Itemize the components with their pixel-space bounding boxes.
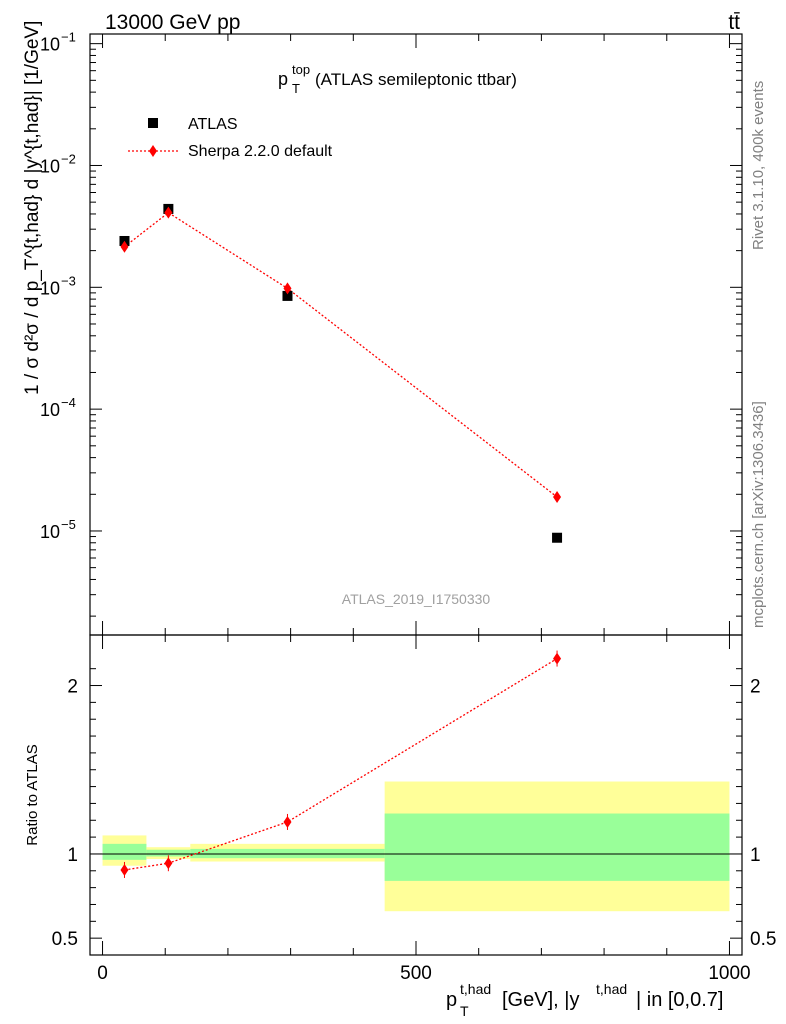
ratio-y-tick-label: 0.5 — [52, 929, 78, 950]
main-y-tick-label: 10 — [40, 156, 60, 176]
ratio-sherpa-point — [120, 863, 129, 876]
main-y-tick-exponent: −2 — [61, 151, 76, 166]
ratio-sherpa-point — [553, 652, 562, 665]
ratio-ticks: 0.5 0.5 1 1 2 2 0 500 1000 — [52, 635, 776, 984]
ratio-inner-band — [102, 843, 147, 860]
ratio-sherpa-line — [124, 658, 558, 871]
atlas-point — [282, 290, 293, 301]
plot-title-rest: (ATLAS semileptonic ttbar) — [315, 70, 517, 89]
ratio-sherpa-point — [283, 815, 292, 828]
sherpa-line — [124, 211, 558, 498]
x-label-tail: | in [0,0.7] — [636, 989, 723, 1011]
ratio-inner-band — [146, 849, 191, 857]
x-label-sup2: t,had — [596, 981, 627, 997]
prediction-line — [124, 211, 558, 498]
plot-title: p — [278, 69, 288, 89]
ratio-y-tick-label: 1 — [67, 845, 78, 866]
ratio-inner-band — [384, 813, 730, 881]
analysis-id: ATLAS_2019_I1750330 — [342, 591, 491, 607]
ratio-prediction-line — [124, 658, 558, 871]
main-y-tick-label: 10 — [40, 278, 60, 298]
legend-sherpa-marker — [149, 145, 157, 157]
x-label-sub: T — [460, 1003, 469, 1019]
source-info: mcplots.cern.ch [arXiv:1306.3436] — [750, 401, 767, 628]
main-y-tick-label: 10 — [40, 400, 60, 420]
main-y-tick-label: 10 — [40, 522, 60, 542]
main-y-tick-label: 10 — [40, 35, 60, 55]
sherpa-point — [164, 206, 173, 219]
plot-title-sub: T — [292, 81, 300, 96]
ratio-panel: 0.5 0.5 1 1 2 2 0 500 1000 — [52, 634, 776, 984]
x-tick-label: 1000 — [708, 963, 750, 984]
main-y-tick-exponent: −3 — [61, 273, 76, 288]
plot-title-sup: top — [292, 62, 310, 77]
ratio-y-tick-label-right: 1 — [750, 845, 761, 866]
x-axis-label: p t,had T [GeV], |y t,had | in [0,0.7] — [446, 981, 723, 1019]
ratio-uncertainty-bands — [102, 781, 730, 912]
legend-atlas-label: ATLAS — [188, 116, 238, 133]
main-data-points — [119, 203, 563, 543]
sherpa-point — [553, 491, 562, 504]
x-label-main: p — [446, 989, 457, 1011]
sherpa-point — [283, 282, 292, 295]
main-y-axis-label: 1 / σ d²σ / d p_T^{t,had} d |y^{t,had}| … — [22, 21, 43, 395]
x-tick-label: 0 — [97, 963, 108, 984]
ratio-y-tick-label: 2 — [67, 677, 78, 698]
ratio-y-tick-label-right: 0.5 — [750, 929, 776, 950]
ratio-data-points — [120, 650, 562, 878]
final-state-label: tt̄ — [728, 11, 740, 34]
plot-title-main: p — [278, 69, 288, 89]
ratio-frame — [89, 634, 743, 956]
ratio-y-tick-label-right: 2 — [750, 677, 761, 698]
legend: ATLAS Sherpa 2.2.0 default — [128, 116, 333, 160]
main-y-ticks: 10−110−210−310−410−5 — [40, 30, 742, 635]
main-panel: 10−110−210−310−410−5 — [40, 30, 743, 636]
sherpa-point — [120, 240, 129, 253]
main-y-tick-exponent: −5 — [61, 517, 76, 532]
main-y-tick-exponent: −4 — [61, 395, 76, 410]
rivet-info: Rivet 3.1.10, 400k events — [750, 81, 767, 250]
x-label-sup: t,had — [460, 981, 491, 997]
legend-atlas-marker — [148, 118, 158, 128]
atlas-point — [552, 532, 563, 543]
x-label-rest: [GeV], |y — [502, 989, 579, 1011]
process-label: 13000 GeV pp — [105, 11, 240, 34]
legend-sherpa-label: Sherpa 2.2.0 default — [188, 143, 333, 160]
ratio-y-axis-label: Ratio to ATLAS — [24, 744, 41, 845]
x-tick-label: 500 — [400, 963, 432, 984]
ratio-sherpa-point — [164, 857, 173, 870]
main-y-tick-exponent: −1 — [61, 30, 76, 45]
